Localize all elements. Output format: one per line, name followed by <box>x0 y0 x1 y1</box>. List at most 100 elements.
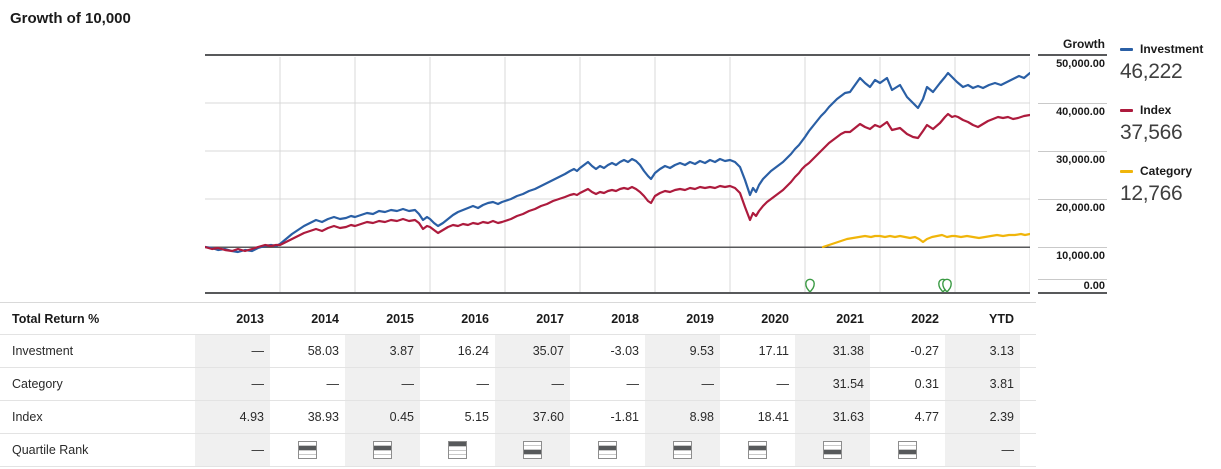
column-header-2019: 2019 <box>686 311 714 326</box>
legend-label: Investment <box>1140 42 1204 56</box>
legend-item-investment: Investment 46,222 <box>1120 42 1220 84</box>
category-YTD: 3.81 <box>945 368 1020 400</box>
axis-tick-label: 20,000.00 <box>1056 202 1105 214</box>
column-header-2017: 2017 <box>536 311 564 326</box>
index-2019: 8.98 <box>645 401 720 433</box>
investment-2018: -3.03 <box>610 344 640 358</box>
investment-line <box>205 71 1030 254</box>
axis-tick-label: 40,000.00 <box>1056 106 1105 118</box>
index-2021: 31.63 <box>795 401 870 433</box>
quartile-q2-icon <box>673 441 692 459</box>
axis-tick-label: 0.00 <box>1083 280 1105 292</box>
category-2021: 31.54 <box>795 368 870 400</box>
column-header-2014: 2014 <box>311 311 339 326</box>
quartile_rank-2014 <box>270 434 345 466</box>
quartile_rank-2018 <box>570 434 645 466</box>
legend-item-index: Index 37,566 <box>1120 103 1220 145</box>
axis-tick-line <box>1038 247 1107 248</box>
table-header-row: Total Return % 2013 2014 2015 2016 2017 2018 20… <box>0 302 1036 335</box>
investment-2019: 9.53 <box>645 335 720 367</box>
legend-label: Index <box>1140 103 1172 117</box>
category-2013: — <box>195 368 270 400</box>
investment-2021: 31.38 <box>795 335 870 367</box>
quartile-q2-icon <box>298 441 317 459</box>
table-row-investment: Investment — 58.03 3.87 16.24 35.07 -3.03 9.53 1… <box>0 335 1036 368</box>
quartile_rank-2017 <box>495 434 570 466</box>
axis-tick-label: 30,000.00 <box>1056 154 1105 166</box>
table-row-category: Category — — — — — — — — 31.54 0.31 3.81 <box>0 368 1036 401</box>
column-header-2020: 2020 <box>761 311 789 326</box>
row-label-category: Category <box>12 377 63 391</box>
axis-tick-line <box>1038 103 1107 104</box>
growth-chart[interactable] <box>205 55 1030 295</box>
index-line <box>205 112 1030 253</box>
category-2022: 0.31 <box>914 377 939 391</box>
table-row-quartile_rank: Quartile Rank — — <box>0 434 1036 467</box>
quartile-q2-icon <box>748 441 767 459</box>
column-header-2015: 2015 <box>386 311 414 326</box>
category-2014: — <box>326 377 340 391</box>
row-label-quartile_rank: Quartile Rank <box>12 443 89 457</box>
investment-2014: 58.03 <box>307 344 339 358</box>
manager-change-pin-icon <box>942 278 952 294</box>
index-2020: 18.41 <box>757 410 789 424</box>
category-line-swatch <box>1120 169 1133 173</box>
manager-change-pin-icon <box>805 278 815 294</box>
axis-tick-line <box>1038 151 1107 152</box>
legend-label: Category <box>1140 164 1193 178</box>
column-header-2016: 2016 <box>461 311 489 326</box>
axis-bottom-border <box>1038 292 1107 294</box>
row-label-investment: Investment <box>12 344 74 358</box>
investment-line-swatch <box>1120 47 1133 51</box>
row-label-index: Index <box>12 410 43 424</box>
quartile_rank-2022 <box>870 434 945 466</box>
quartile-q3-icon <box>898 441 917 459</box>
page-title: Growth of 10,000 <box>10 10 131 27</box>
quartile-q2-icon <box>373 441 392 459</box>
quartile-q3-icon <box>823 441 842 459</box>
quartile_rank-YTD: — <box>945 434 1020 466</box>
investment-final-value: 46,222 <box>1120 60 1183 83</box>
investment-YTD: 3.13 <box>945 335 1020 367</box>
quartile_rank-2016 <box>420 434 495 466</box>
total-return-table: Total Return % 2013 2014 2015 2016 2017 2018 20… <box>0 302 1221 467</box>
quartile-q2-icon <box>598 441 617 459</box>
axis-tick-label: 50,000.00 <box>1056 58 1105 70</box>
quartile_rank-2015 <box>345 434 420 466</box>
table-corner-label: Total Return % <box>12 311 100 326</box>
index-2014: 38.93 <box>307 410 339 424</box>
investment-2017: 35.07 <box>495 335 570 367</box>
table-row-index: Index 4.93 38.93 0.45 5.15 37.60 -1.81 8.98 18.4… <box>0 401 1036 434</box>
investment-2015: 3.87 <box>345 335 420 367</box>
index-YTD: 2.39 <box>945 401 1020 433</box>
axis-tick-line <box>1038 279 1107 280</box>
column-header-2021: 2021 <box>836 311 864 326</box>
legend-item-category: Category 12,766 <box>1120 164 1220 206</box>
index-line-swatch <box>1120 108 1133 112</box>
quartile-q1-icon <box>448 441 467 459</box>
index-2022: 4.77 <box>914 410 939 424</box>
index-2013: 4.93 <box>195 401 270 433</box>
axis-tick-label: 10,000.00 <box>1056 250 1105 262</box>
category-2016: — <box>476 377 490 391</box>
category-2017: — <box>495 368 570 400</box>
category-line <box>821 232 1030 249</box>
column-header-2013: 2013 <box>236 311 264 326</box>
category-2015: — <box>345 368 420 400</box>
column-header-2022: 2022 <box>911 311 939 326</box>
category-2018: — <box>626 377 640 391</box>
investment-2022: -0.27 <box>910 344 940 358</box>
growth-axis-title: Growth <box>1063 37 1105 51</box>
quartile_rank-2013: — <box>195 434 270 466</box>
quartile_rank-2019 <box>645 434 720 466</box>
index-final-value: 37,566 <box>1120 121 1183 144</box>
index-2016: 5.15 <box>464 410 489 424</box>
column-header-2018: 2018 <box>611 311 639 326</box>
investment-2016: 16.24 <box>457 344 489 358</box>
column-header-YTD: YTD <box>989 311 1014 326</box>
category-final-value: 12,766 <box>1120 182 1183 205</box>
axis-top-border <box>1038 54 1107 56</box>
category-2019: — <box>645 368 720 400</box>
index-2018: -1.81 <box>610 410 640 424</box>
